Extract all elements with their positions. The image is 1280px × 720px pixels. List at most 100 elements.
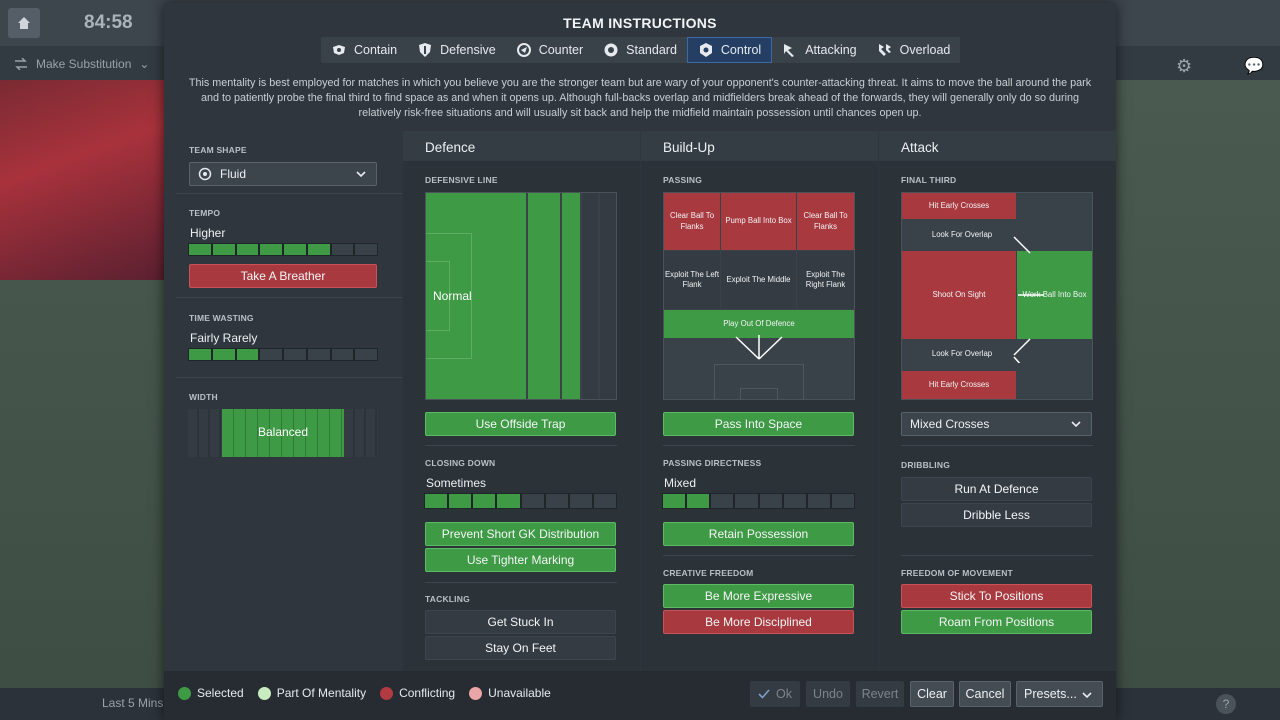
tab-defensive[interactable]: Defensive (407, 37, 506, 63)
legend-item-unavailable: Unavailable (469, 686, 551, 700)
tab-standard[interactable]: Standard (593, 37, 687, 63)
chevron-down-icon (1082, 692, 1092, 699)
tempo-label: TEMPO (189, 208, 221, 218)
look-for-overlap-top-option[interactable]: Look For Overlap (931, 229, 993, 239)
fluid-icon (198, 167, 212, 181)
tab-counter[interactable]: Counter (506, 37, 593, 63)
time-wasting-label: TIME WASTING (189, 313, 254, 323)
defence-header: Defence (403, 131, 640, 161)
cancel-button[interactable]: Cancel (959, 681, 1011, 707)
clear-ball-left-option[interactable]: Clear Ball To Flanks (664, 193, 720, 250)
width-narrow-zone (188, 409, 222, 457)
legend-label: Unavailable (488, 686, 551, 700)
pass-into-space-button[interactable]: Pass Into Space (663, 412, 854, 436)
divider (176, 297, 402, 298)
checkmark-icon (758, 689, 770, 699)
tab-attacking[interactable]: Attacking (772, 37, 866, 63)
closing-down-bar[interactable] (424, 493, 617, 509)
level-segment (212, 244, 235, 255)
look-for-overlap-bottom-option[interactable]: Look For Overlap (931, 348, 993, 358)
clear-ball-right-option[interactable]: Clear Ball To Flanks (797, 193, 854, 250)
roam-from-positions-button[interactable]: Roam From Positions (901, 610, 1092, 634)
stay-on-feet-button[interactable]: Stay On Feet (425, 636, 616, 660)
work-ball-into-box-option[interactable]: Work Ball Into Box (1017, 251, 1092, 339)
panel-title: TEAM INSTRUCTIONS (563, 15, 717, 31)
make-substitution-button[interactable]: Make Substitution ⌄ (14, 57, 149, 71)
use-offside-trap-button[interactable]: Use Offside Trap (425, 412, 616, 436)
time-wasting-bar[interactable] (188, 348, 378, 361)
be-more-expressive-button[interactable]: Be More Expressive (663, 584, 854, 608)
level-segment (521, 494, 544, 508)
selected-dot (178, 686, 191, 700)
freedom-of-movement-label: FREEDOM OF MOVEMENT (901, 568, 1013, 578)
divider (663, 445, 855, 446)
hit-early-crosses-bottom-option[interactable]: Hit Early Crosses (902, 371, 1016, 399)
crosses-value: Mixed Crosses (910, 417, 990, 431)
exploit-middle-option[interactable]: Exploit The Middle (721, 251, 796, 309)
level-segment (236, 244, 259, 255)
creative-freedom-label: CREATIVE FREEDOM (663, 568, 754, 578)
stick-to-positions-button[interactable]: Stick To Positions (901, 584, 1092, 608)
team-settings-column: TEAM SHAPE Fluid TEMPO Higher Take A Bre… (176, 131, 402, 671)
substitution-icon (15, 58, 27, 70)
run-at-defence-button[interactable]: Run At Defence (901, 477, 1092, 501)
tempo-bar[interactable] (188, 243, 378, 256)
tackling-label: TACKLING (425, 594, 470, 604)
level-segment (807, 494, 830, 508)
level-segment (425, 494, 448, 508)
revert-button[interactable]: Revert (856, 681, 904, 707)
home-button[interactable] (8, 8, 40, 38)
defensive-line-pitch[interactable]: Normal (425, 192, 617, 400)
shoot-on-sight-option[interactable]: Shoot On Sight (902, 251, 1016, 339)
team-shape-dropdown[interactable]: Fluid (189, 162, 377, 186)
dribble-less-button[interactable]: Dribble Less (901, 503, 1092, 527)
pump-ball-into-box-option[interactable]: Pump Ball Into Box (721, 193, 796, 250)
undo-button[interactable]: Undo (806, 681, 850, 707)
prevent-short-gk-distribution-button[interactable]: Prevent Short GK Distribution (425, 522, 616, 546)
chat-icon[interactable]: 💬 (1244, 58, 1264, 75)
tab-control[interactable]: Control (686, 37, 773, 63)
panel-footer (164, 671, 1116, 720)
help-icon[interactable]: ? (1216, 694, 1236, 714)
counter-icon (516, 43, 531, 57)
ok-label: Ok (776, 687, 792, 701)
team-shape-value: Fluid (220, 167, 247, 181)
play-out-of-defence-option[interactable]: Play Out Of Defence (664, 310, 854, 338)
passing-directness-value: Mixed (664, 476, 697, 490)
legend: Selected Part Of Mentality Conflicting U… (178, 686, 551, 700)
divider (425, 445, 617, 446)
take-a-breather-button[interactable]: Take A Breather (189, 264, 377, 288)
level-segment (355, 244, 377, 255)
width-selected-zone (222, 409, 344, 457)
tab-contain[interactable]: Contain (321, 37, 407, 63)
passing-directness-bar[interactable] (662, 493, 855, 509)
level-segment (831, 494, 854, 508)
hit-early-crosses-top-option[interactable]: Hit Early Crosses (902, 193, 1016, 219)
gear-icon[interactable]: ⚙ (1176, 56, 1193, 76)
six-yard-box-marking (426, 261, 450, 331)
defensive-line-value: Normal (433, 289, 472, 303)
legend-item-conflicting: Conflicting (380, 686, 455, 700)
tab-label: Contain (354, 43, 398, 57)
ok-button[interactable]: Ok (750, 681, 800, 707)
use-tighter-marking-button[interactable]: Use Tighter Marking (425, 548, 616, 572)
part-of-mentality-dot (257, 686, 271, 700)
tab-label: Counter (538, 43, 584, 57)
crosses-dropdown[interactable]: Mixed Crosses (901, 412, 1092, 436)
time-wasting-value: Fairly Rarely (190, 331, 258, 345)
presets-dropdown[interactable]: Presets... (1016, 681, 1103, 707)
width-selector[interactable]: Balanced (188, 409, 378, 457)
be-more-disciplined-button[interactable]: Be More Disciplined (663, 610, 854, 634)
stadium-stand-background (0, 80, 165, 280)
tab-overload[interactable]: Overload (867, 37, 961, 63)
tempo-value: Higher (190, 226, 226, 240)
level-segment (711, 494, 734, 508)
clear-button[interactable]: Clear (910, 681, 954, 707)
home-icon (18, 17, 30, 29)
legend-label: Conflicting (399, 686, 456, 700)
exploit-right-flank-option[interactable]: Exploit The Right Flank (797, 251, 854, 309)
retain-possession-button[interactable]: Retain Possession (663, 522, 854, 546)
get-stuck-in-button[interactable]: Get Stuck In (425, 610, 616, 634)
six-yard-box-marking (740, 388, 778, 399)
exploit-left-flank-option[interactable]: Exploit The Left Flank (664, 251, 720, 309)
